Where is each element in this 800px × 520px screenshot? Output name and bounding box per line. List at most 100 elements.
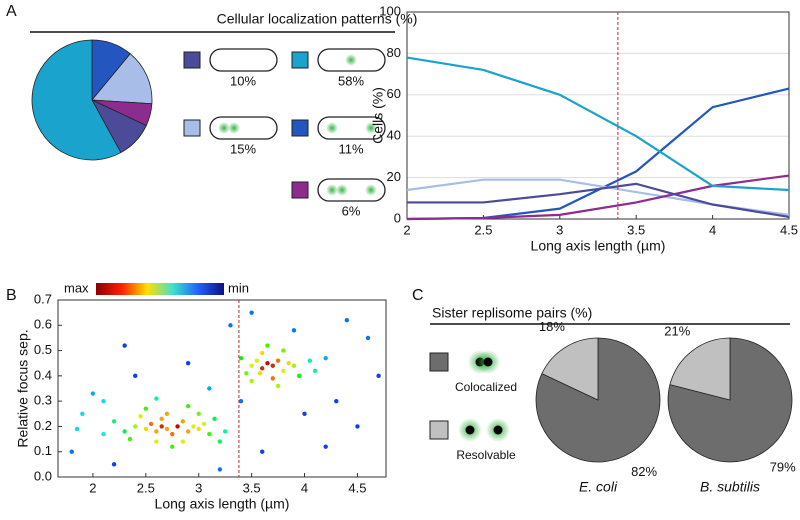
plot-frame bbox=[57, 299, 387, 478]
scatter-point bbox=[275, 358, 281, 363]
focus-dot bbox=[218, 122, 230, 134]
scatter-point bbox=[281, 368, 286, 373]
pie-slice bbox=[669, 337, 731, 401]
plot-frame bbox=[406, 11, 790, 220]
focus-dot bbox=[326, 184, 338, 196]
line bbox=[406, 87, 790, 221]
scatter-point bbox=[270, 363, 275, 368]
y-tick-label: 0 bbox=[394, 210, 401, 225]
legend-swatch bbox=[291, 51, 309, 69]
legend-swatch bbox=[291, 181, 309, 199]
pie-title: B. subtilis bbox=[700, 479, 760, 495]
legend-label: 15% bbox=[230, 141, 256, 156]
scatter-point bbox=[185, 404, 191, 409]
scatter-point bbox=[196, 426, 201, 432]
scatter-point bbox=[217, 467, 223, 472]
scatter-point bbox=[249, 363, 254, 368]
scatter-point bbox=[254, 358, 260, 363]
y-tick-label: 0.7 bbox=[34, 291, 52, 306]
scatter-point bbox=[286, 361, 291, 366]
scatter-point bbox=[323, 444, 328, 449]
scatter-point bbox=[122, 429, 127, 434]
line bbox=[407, 182, 790, 219]
scatter-point bbox=[159, 416, 164, 422]
scatter-point bbox=[170, 431, 175, 437]
x-tick-label: 2 bbox=[89, 480, 96, 495]
y-axis-label: Cells (%) bbox=[370, 87, 386, 144]
scatter-point bbox=[334, 398, 339, 404]
y-tick-label: 40 bbox=[387, 128, 401, 143]
scatter-point bbox=[138, 414, 143, 419]
pie-slice bbox=[541, 337, 599, 401]
legend-swatch bbox=[429, 352, 449, 372]
legend-label: 58% bbox=[338, 73, 364, 88]
pie-slice bbox=[31, 39, 122, 161]
y-tick-label: 0.0 bbox=[34, 468, 52, 483]
y-tick-label: 0.6 bbox=[34, 317, 52, 332]
scatter-point bbox=[312, 368, 318, 373]
value-label: 82% bbox=[631, 464, 657, 479]
x-tick-label: 3.5 bbox=[627, 222, 645, 237]
scatter-point bbox=[238, 398, 244, 404]
scatter-point bbox=[260, 449, 265, 454]
scatter-point bbox=[143, 426, 149, 432]
y-tick-label: 60 bbox=[387, 86, 401, 101]
legend-swatch bbox=[183, 51, 201, 69]
focus-dot bbox=[336, 184, 348, 196]
scatter-point bbox=[207, 431, 212, 437]
cell-icon bbox=[209, 48, 278, 72]
scatter-point bbox=[244, 371, 249, 376]
scatter-point bbox=[365, 335, 371, 341]
scatter-point bbox=[249, 310, 254, 315]
focus-dot bbox=[228, 122, 240, 134]
x-tick-label: 4.5 bbox=[780, 222, 798, 237]
legend-label: 11% bbox=[338, 141, 363, 156]
focus-dot bbox=[493, 425, 503, 435]
scatter-point bbox=[90, 391, 96, 396]
y-tick-label: 100 bbox=[379, 3, 401, 18]
scatter-point bbox=[376, 373, 381, 379]
scatter-point bbox=[344, 318, 350, 323]
scatter-point bbox=[323, 355, 328, 361]
scatter-point bbox=[222, 429, 228, 434]
scatter-point bbox=[122, 343, 127, 348]
line bbox=[406, 56, 790, 192]
focus-dot bbox=[326, 122, 338, 134]
scatter-point bbox=[207, 386, 212, 391]
y-tick-label: 0.5 bbox=[34, 342, 52, 357]
scatter-point bbox=[74, 426, 80, 432]
scatter-point bbox=[154, 439, 159, 444]
y-tick-label: 0.2 bbox=[34, 418, 52, 433]
scatter-point bbox=[270, 376, 275, 381]
cell-icon bbox=[317, 116, 386, 140]
scatter-point bbox=[164, 411, 170, 416]
scatter-point bbox=[291, 363, 297, 368]
chart-title: Sister replisome pairs (%) bbox=[432, 305, 592, 321]
legend-label: 10% bbox=[230, 73, 256, 88]
colorbar-label: max bbox=[64, 280, 89, 295]
scatter-point bbox=[127, 436, 133, 442]
scatter-point bbox=[196, 411, 201, 416]
scatter-point bbox=[180, 419, 186, 424]
scatter-point bbox=[281, 348, 286, 353]
focus-dot bbox=[465, 425, 475, 435]
colorbar-label: min bbox=[228, 280, 249, 295]
scatter-point bbox=[265, 343, 270, 348]
focus-dot bbox=[365, 184, 377, 196]
scatter-point bbox=[260, 366, 265, 371]
scatter-point bbox=[238, 355, 244, 361]
legend-swatch bbox=[183, 119, 201, 137]
scatter-point bbox=[212, 416, 217, 422]
scatter-point bbox=[159, 424, 164, 429]
cell-icon bbox=[317, 178, 386, 202]
scatter-point bbox=[180, 439, 186, 444]
y-tick-label: 80 bbox=[387, 45, 401, 60]
scatter-point bbox=[302, 411, 307, 416]
focus-dot bbox=[365, 122, 377, 134]
chart-title: Cellular localization patterns (%) bbox=[217, 11, 418, 27]
x-tick-label: 4.5 bbox=[348, 480, 366, 495]
scatter-point bbox=[355, 424, 360, 429]
scatter-point bbox=[69, 449, 74, 454]
x-tick-label: 3 bbox=[556, 222, 563, 237]
